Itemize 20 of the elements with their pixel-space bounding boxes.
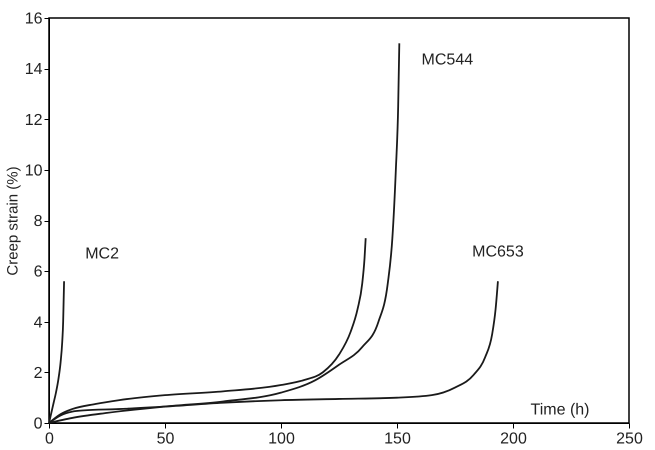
y-tick-label: 14: [24, 61, 43, 78]
x-tick-label: 250: [616, 430, 643, 448]
x-tick-label: 100: [268, 430, 295, 448]
y-axis-title: Creep strain (%): [4, 166, 22, 276]
y-tick-label: 4: [34, 314, 43, 332]
series-label: MC653: [472, 243, 524, 260]
y-tick-label: 0: [34, 416, 43, 432]
y-tick-label: 16: [24, 10, 43, 28]
x-axis-title: Time (h): [530, 402, 590, 418]
x-tick-label: 50: [156, 430, 174, 448]
series-label: MC544: [422, 51, 474, 68]
x-tick-label: 0: [45, 430, 54, 448]
y-tick-label: 2: [34, 364, 43, 382]
series-label: MC2: [85, 245, 120, 262]
y-tick-label: 6: [34, 264, 43, 281]
x-tick-label: 150: [384, 430, 411, 448]
y-tick-label: 8: [34, 213, 43, 230]
y-tick-label: 10: [24, 162, 43, 180]
y-tick-label: 12: [24, 112, 43, 129]
x-tick-label: 200: [500, 430, 527, 448]
